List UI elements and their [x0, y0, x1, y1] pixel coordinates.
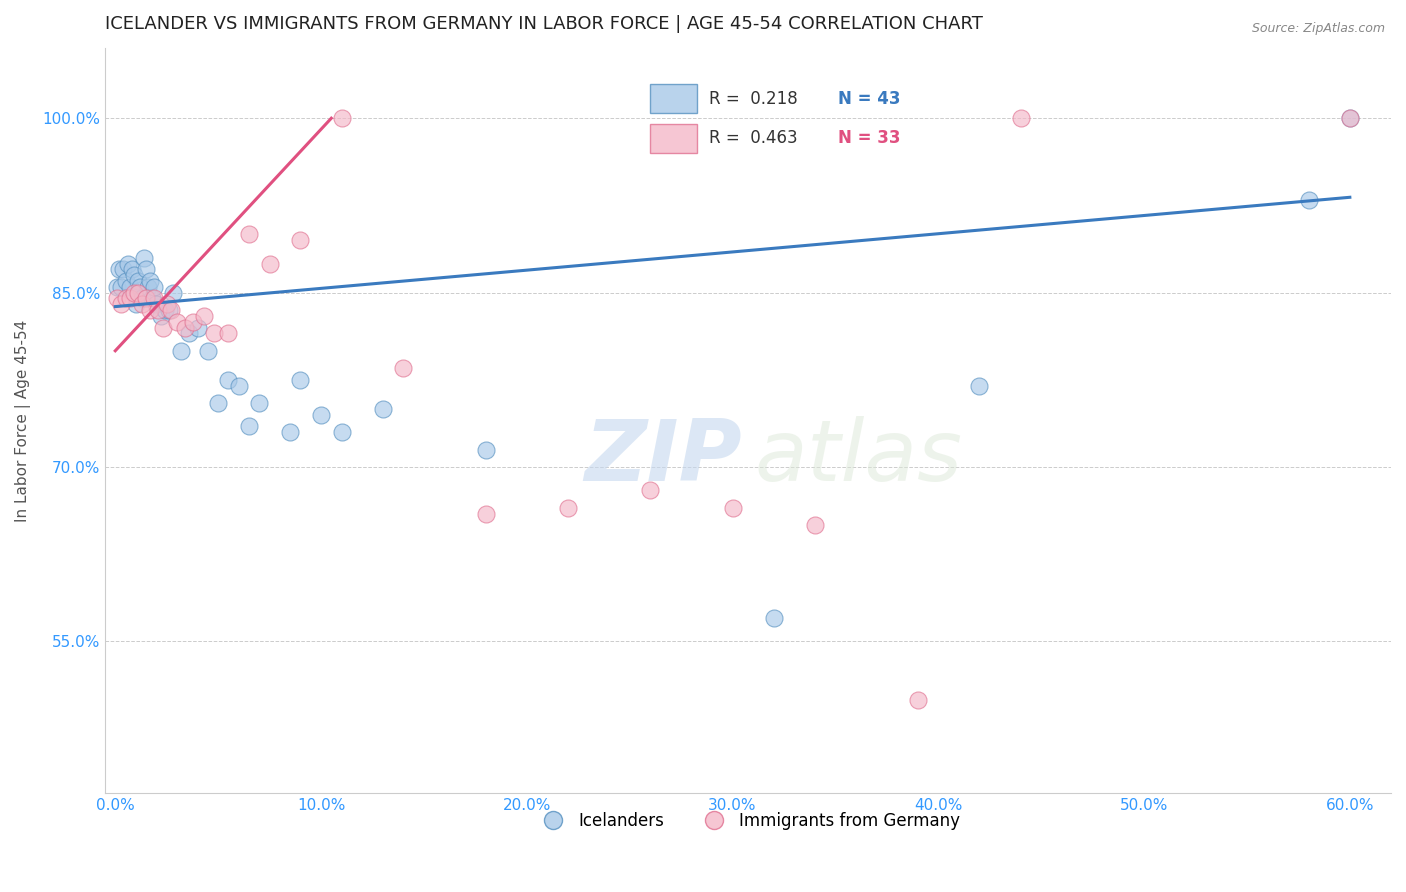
FancyBboxPatch shape	[650, 84, 697, 113]
Point	[187, 320, 209, 334]
Point	[228, 378, 250, 392]
Point	[112, 262, 135, 277]
Point	[121, 262, 143, 277]
Point	[139, 303, 162, 318]
Point	[907, 692, 929, 706]
Point	[127, 285, 149, 300]
Legend: Icelanders, Immigrants from Germany: Icelanders, Immigrants from Germany	[530, 805, 966, 837]
Point	[149, 309, 172, 323]
Text: N = 33: N = 33	[838, 129, 900, 147]
Point	[238, 227, 260, 242]
Point	[193, 309, 215, 323]
Text: R =  0.463: R = 0.463	[709, 129, 797, 147]
Point	[129, 280, 152, 294]
Point	[1339, 112, 1361, 126]
Point	[238, 419, 260, 434]
Point	[145, 297, 167, 311]
Point	[804, 518, 827, 533]
Text: Source: ZipAtlas.com: Source: ZipAtlas.com	[1251, 22, 1385, 36]
Point	[153, 303, 176, 318]
Point	[330, 425, 353, 440]
Point	[969, 378, 991, 392]
Point	[474, 507, 496, 521]
Point	[127, 274, 149, 288]
Point	[122, 285, 145, 300]
Point	[762, 611, 785, 625]
Point	[131, 292, 153, 306]
Point	[143, 292, 166, 306]
Point	[278, 425, 301, 440]
Point	[159, 303, 181, 318]
Point	[152, 320, 174, 334]
Point	[105, 292, 128, 306]
Point	[217, 326, 239, 341]
Point	[148, 303, 170, 318]
Point	[125, 297, 148, 311]
Text: R =  0.218: R = 0.218	[709, 90, 797, 108]
Point	[183, 315, 205, 329]
Point	[170, 343, 193, 358]
Point	[290, 373, 312, 387]
Point	[105, 280, 128, 294]
Point	[141, 292, 163, 306]
Point	[1339, 112, 1361, 126]
Point	[330, 112, 353, 126]
Point	[174, 320, 197, 334]
Point	[721, 500, 744, 515]
Text: ICELANDER VS IMMIGRANTS FROM GERMANY IN LABOR FORCE | AGE 45-54 CORRELATION CHAR: ICELANDER VS IMMIGRANTS FROM GERMANY IN …	[105, 15, 983, 33]
Point	[131, 297, 153, 311]
Point	[114, 274, 136, 288]
Point	[135, 292, 157, 306]
Point	[110, 280, 132, 294]
Point	[179, 326, 201, 341]
Point	[557, 500, 579, 515]
Text: ZIP: ZIP	[583, 417, 741, 500]
Point	[474, 442, 496, 457]
Point	[202, 326, 225, 341]
Point	[157, 303, 180, 318]
Text: atlas: atlas	[755, 417, 963, 500]
Text: N = 43: N = 43	[838, 90, 900, 108]
Point	[166, 315, 188, 329]
Point	[108, 262, 131, 277]
Point	[110, 297, 132, 311]
Point	[309, 408, 332, 422]
Point	[136, 280, 159, 294]
Y-axis label: In Labor Force | Age 45-54: In Labor Force | Age 45-54	[15, 319, 31, 522]
Point	[207, 396, 229, 410]
Point	[638, 483, 661, 498]
Point	[247, 396, 270, 410]
Point	[1298, 193, 1320, 207]
Point	[162, 285, 184, 300]
FancyBboxPatch shape	[650, 124, 697, 153]
Point	[217, 373, 239, 387]
Point	[392, 361, 415, 376]
Point	[143, 280, 166, 294]
Point	[135, 262, 157, 277]
Point	[290, 233, 312, 247]
Point	[1010, 112, 1032, 126]
Point	[139, 274, 162, 288]
Point	[114, 292, 136, 306]
Point	[156, 297, 179, 311]
Point	[371, 401, 394, 416]
Point	[122, 268, 145, 283]
Point	[132, 251, 155, 265]
Point	[197, 343, 219, 358]
Point	[259, 256, 281, 270]
Point	[118, 280, 141, 294]
Point	[117, 256, 139, 270]
Point	[118, 292, 141, 306]
